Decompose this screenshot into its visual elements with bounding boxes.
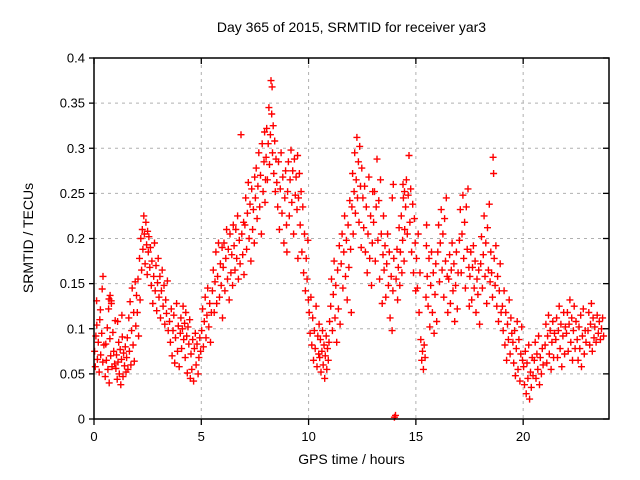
y-tick-label: 0 [78,412,85,427]
y-tick-label: 0.05 [60,366,85,381]
y-tick-label: 0.1 [67,321,85,336]
chart-title: Day 365 of 2015, SRMTID for receiver yar… [216,19,487,35]
x-axis-label: GPS time / hours [298,451,405,467]
data-points-layer [91,77,608,421]
x-tick-label: 15 [409,429,423,444]
x-tick-label: 10 [301,429,315,444]
y-tick-label: 0.3 [67,141,85,156]
y-tick-label: 0.2 [67,231,85,246]
y-tick-label: 0.4 [67,51,85,66]
x-tick-label: 0 [90,429,97,444]
y-tick-label: 0.15 [60,276,85,291]
y-tick-label: 0.25 [60,186,85,201]
y-tick-label: 0.35 [60,96,85,111]
x-tick-label: 5 [198,429,205,444]
x-tick-label: 20 [516,429,530,444]
